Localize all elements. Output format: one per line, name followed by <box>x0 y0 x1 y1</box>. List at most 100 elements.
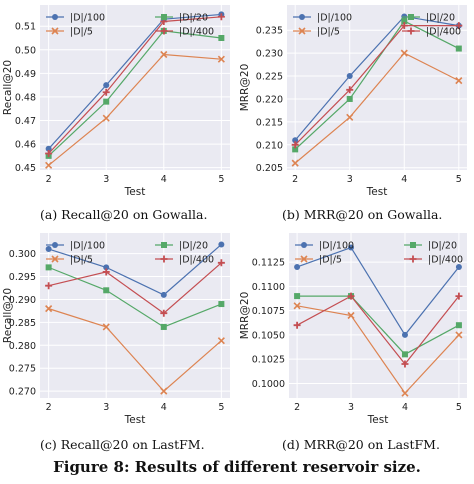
series-line <box>294 52 460 164</box>
data-point <box>102 114 110 122</box>
x-tick-label: 5 <box>456 402 462 413</box>
data-point <box>218 241 225 248</box>
x-tick-label: 3 <box>103 174 109 185</box>
y-tick-label: 0.1075 <box>252 306 285 317</box>
data-point <box>45 305 53 313</box>
data-point <box>45 246 52 253</box>
series-line <box>48 308 222 392</box>
x-tick-label: 2 <box>294 402 300 413</box>
y-tick-label: 0.290 <box>9 295 36 306</box>
data-point <box>400 49 408 57</box>
y-axis-label: Recall@20 <box>2 60 14 115</box>
legend-marker <box>407 27 415 35</box>
data-point <box>292 137 299 144</box>
legend: |D|/100 |D|/5 |D|/20 |D|/400 <box>295 241 463 266</box>
legend-marker <box>161 242 167 248</box>
data-point <box>401 18 408 25</box>
y-tick-label: 0.215 <box>256 117 283 128</box>
data-point <box>102 323 110 331</box>
legend-marker <box>409 255 417 263</box>
data-point <box>102 268 110 276</box>
legend: |D|/100 |D|/5 |D|/20 |D|/400 <box>293 13 461 38</box>
legend-label: |D|/20 <box>179 13 208 24</box>
data-point <box>45 145 52 152</box>
y-tick-label: 0.225 <box>256 72 283 83</box>
x-tick-label: 4 <box>401 174 407 185</box>
x-axis-label: Test <box>124 186 146 198</box>
legend-label: |D|/5 <box>70 255 93 266</box>
data-point <box>45 150 53 157</box>
subcaption-b: (b) MRR@20 on Gowalla. <box>282 207 443 222</box>
data-point <box>45 161 53 169</box>
y-tick-label: 0.1100 <box>252 282 285 293</box>
data-point <box>346 95 353 102</box>
x-tick-label: 5 <box>218 174 224 185</box>
legend-label: |D|/100 <box>70 13 105 24</box>
data-point <box>160 309 168 317</box>
series-line <box>296 295 460 365</box>
subcaption-d: (d) MRR@20 on LastFM. <box>282 437 440 452</box>
x-tick-label: 3 <box>103 402 109 413</box>
data-point <box>102 88 110 96</box>
legend-marker <box>298 27 306 35</box>
y-tick-label: 0.300 <box>9 249 36 260</box>
data-point <box>45 282 53 290</box>
y-tick-label: 0.270 <box>9 387 36 398</box>
data-point <box>218 301 225 308</box>
y-tick-label: 0.1025 <box>252 355 285 366</box>
x-tick-label: 2 <box>46 402 52 413</box>
series-line <box>48 262 222 314</box>
series-line <box>296 246 460 336</box>
data-point <box>401 331 408 338</box>
legend: |D|/100 |D|/5 |D|/20 |D|/400 <box>46 241 214 266</box>
subcaption-a: (a) Recall@20 on Gowalla. <box>40 207 208 222</box>
series-line <box>48 53 222 166</box>
y-tick-label: 0.275 <box>9 364 36 375</box>
series-line <box>294 25 459 146</box>
y-tick-label: 0.1050 <box>252 330 285 341</box>
legend-marker <box>160 27 168 35</box>
legend-marker <box>52 242 58 248</box>
figure-caption: Figure 8: Results of different reservoir… <box>53 458 421 476</box>
x-axis-label: Test <box>124 414 146 426</box>
legend-marker <box>160 255 168 263</box>
legend-marker <box>299 14 305 20</box>
x-tick-label: 2 <box>292 174 298 185</box>
y-tick-label: 0.1000 <box>252 379 285 390</box>
x-tick-label: 5 <box>456 174 462 185</box>
legend-marker <box>52 14 58 20</box>
legend-label: |D|/5 <box>317 27 340 38</box>
x-tick-label: 3 <box>348 402 354 413</box>
legend-label: |D|/20 <box>428 241 457 252</box>
chart-mrr-gowalla: 0.205 0.210 0.215 0.220 0.225 0.230 0.235 2 3 4 5 T… <box>239 5 467 198</box>
series-line <box>297 295 460 356</box>
data-point <box>293 321 301 329</box>
y-tick-label: 0.48 <box>15 92 36 103</box>
data-point <box>401 389 409 397</box>
series-line <box>294 20 460 150</box>
series-line <box>48 30 222 157</box>
series-line <box>294 15 459 141</box>
data-point <box>218 35 225 41</box>
data-point <box>455 322 462 329</box>
data-point <box>455 45 462 52</box>
data-point <box>103 82 110 89</box>
plot-background <box>289 233 467 398</box>
y-tick-label: 0.49 <box>15 69 36 80</box>
data-point <box>217 13 225 21</box>
legend-marker <box>161 14 167 20</box>
y-axis-label: Recall@20 <box>2 288 14 343</box>
data-point <box>455 77 463 85</box>
data-point <box>160 387 168 395</box>
data-point <box>160 291 167 298</box>
y-axis-label: MRR@20 <box>239 292 251 340</box>
data-point <box>455 22 463 30</box>
y-tick-label: 0.50 <box>15 45 36 56</box>
data-point <box>103 264 110 271</box>
data-point <box>348 244 355 251</box>
y-tick-label: 0.205 <box>256 163 283 174</box>
legend-label: |D|/400 <box>179 255 214 266</box>
data-point <box>293 302 301 310</box>
legend-label: |D|/20 <box>179 241 208 252</box>
data-point <box>455 331 463 339</box>
